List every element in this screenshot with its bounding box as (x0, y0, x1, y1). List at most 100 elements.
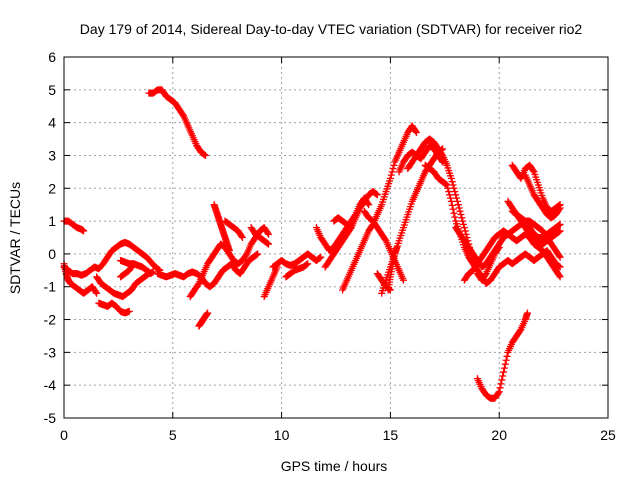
data-point (456, 207, 464, 215)
data-point (265, 240, 273, 248)
data-point (501, 360, 509, 368)
series-seg-n (221, 217, 246, 241)
data-point (556, 253, 564, 261)
data-point (460, 220, 468, 228)
data-point (303, 260, 311, 268)
data-point (556, 204, 564, 212)
data-point (447, 197, 455, 205)
series-seg-ai (521, 171, 564, 222)
data-points (60, 86, 564, 402)
data-point (498, 376, 506, 384)
series-seg-ac (421, 161, 564, 287)
series-seg-o (247, 224, 273, 248)
x-tick-label: 15 (383, 427, 399, 443)
series-seg-q (269, 250, 325, 271)
data-point (93, 289, 101, 297)
series-seg-e (93, 268, 157, 301)
data-point (495, 388, 503, 396)
y-tick-label: 5 (48, 82, 56, 98)
data-point (442, 180, 450, 188)
data-point (129, 261, 137, 269)
x-tick-label: 5 (169, 427, 177, 443)
series-seg-af (508, 161, 564, 215)
series-seg-z (373, 270, 394, 294)
series-seg-aj (473, 309, 531, 402)
data-point (446, 194, 454, 202)
series-seg-i (145, 86, 209, 159)
y-tick-label: 3 (48, 147, 56, 163)
series-seg-r (282, 260, 312, 281)
data-point (523, 309, 531, 317)
data-point (447, 174, 455, 182)
data-point (451, 188, 459, 196)
data-point (529, 167, 537, 175)
plot-frame (63, 56, 609, 419)
y-axis-label: SDTVAR / TECUs (7, 182, 23, 294)
data-point (147, 270, 155, 278)
data-point (460, 224, 468, 232)
data-point (555, 228, 563, 236)
data-point (449, 181, 457, 189)
data-point (555, 205, 563, 213)
axis-tick-labels: 0 5 10 15 20 25 -5 -4 -3 -2 -1 0 1 2 3 4 5 6 (44, 49, 616, 443)
data-point (225, 247, 233, 255)
series-seg-j (195, 309, 212, 330)
data-point (497, 380, 505, 388)
data-point (412, 127, 420, 135)
data-point (399, 276, 407, 284)
data-point (125, 307, 133, 315)
x-axis-label: GPS time / hours (281, 458, 388, 474)
data-point (555, 252, 563, 260)
data-point (448, 201, 456, 209)
data-point (453, 197, 461, 205)
data-point (459, 217, 467, 225)
data-point (386, 286, 394, 294)
data-point (373, 191, 381, 199)
series-seg-v (339, 122, 421, 294)
data-point (388, 168, 396, 176)
data-point (503, 352, 511, 360)
chart-title: Day 179 of 2014, Sidereal Day-to-day VTE… (80, 21, 583, 37)
data-point (556, 263, 564, 271)
series-seg-ah (504, 197, 564, 248)
series-seg-g (117, 260, 138, 281)
data-point (264, 239, 272, 247)
data-point (555, 272, 563, 280)
data-point (264, 229, 272, 237)
data-point (556, 220, 564, 228)
data-point (80, 227, 88, 235)
data-point (448, 178, 456, 186)
data-point (238, 234, 246, 241)
data-point (413, 128, 421, 136)
series-seg-u (330, 214, 355, 232)
y-tick-label: -5 (44, 410, 57, 426)
y-tick-label: 4 (48, 115, 56, 131)
data-point (443, 181, 451, 189)
data-point (452, 191, 460, 199)
data-point (386, 285, 394, 293)
data-point (451, 213, 459, 221)
x-tick-label: 0 (60, 427, 68, 443)
data-point (499, 372, 507, 380)
data-point (454, 201, 462, 209)
data-point (316, 254, 324, 262)
data-point (458, 214, 466, 222)
data-point (201, 151, 209, 159)
data-point (446, 191, 454, 199)
data-point (500, 368, 508, 376)
data-point (346, 223, 354, 231)
x-tick-label: 10 (274, 427, 290, 443)
data-point (457, 211, 465, 219)
y-tick-label: -1 (44, 279, 57, 295)
data-point (450, 184, 458, 192)
data-point (365, 201, 373, 209)
data-point (204, 309, 212, 317)
data-point (389, 165, 397, 173)
y-tick-label: -4 (44, 377, 57, 393)
data-point (445, 188, 453, 196)
data-point (130, 260, 138, 268)
data-point (461, 227, 469, 235)
data-point (496, 384, 504, 392)
data-point (265, 230, 273, 238)
data-point (372, 190, 380, 198)
